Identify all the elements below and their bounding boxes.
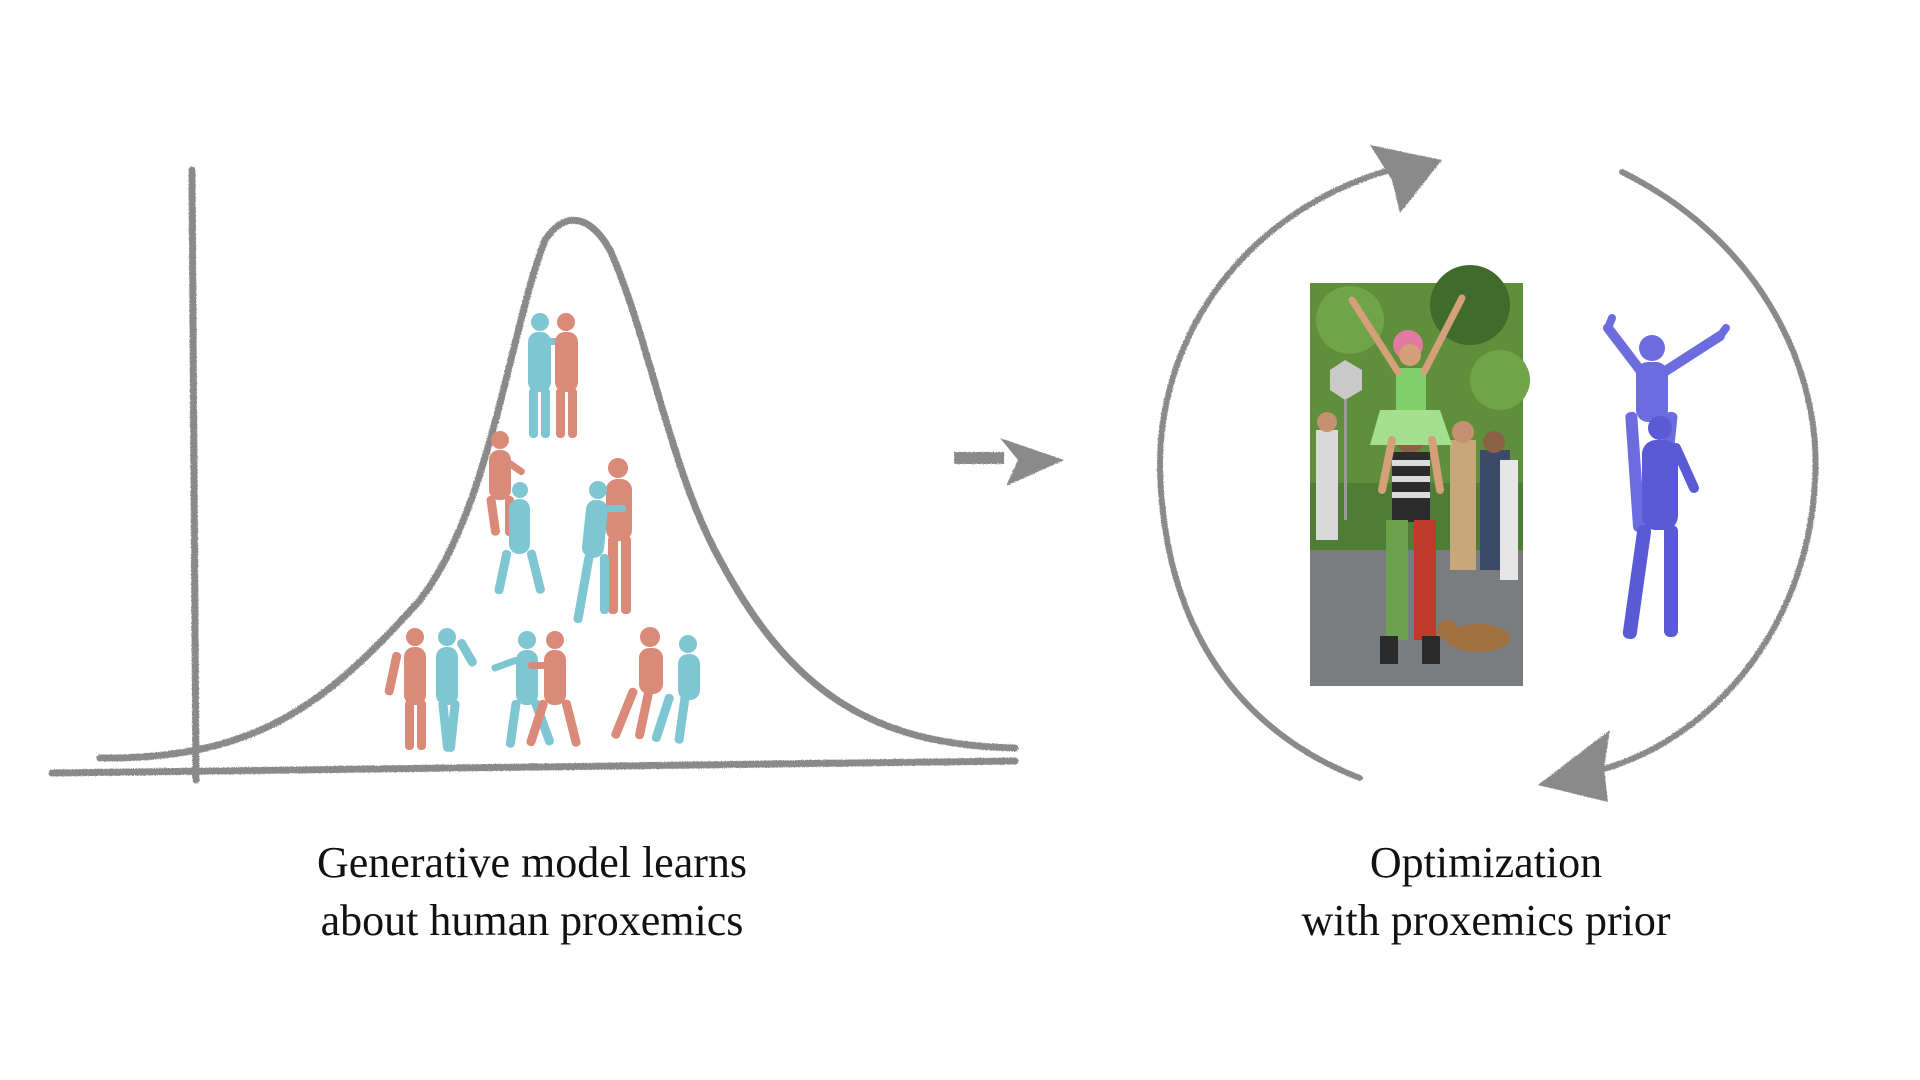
caption-right-line1: Optimization (1369, 838, 1603, 887)
caption-right-line2: with proxemics prior (1301, 896, 1671, 945)
caption-left-line1: Generative model learns (316, 838, 748, 887)
caption-generative-model: Generative model learns about human prox… (132, 834, 932, 950)
cycle-arrows-icon (1156, 145, 1819, 802)
cycle-arrowhead-bottom (1538, 730, 1610, 802)
cycle-arrowhead-top (1370, 145, 1442, 213)
cycle-arc-left (1156, 167, 1393, 781)
cycle-arc-right (1597, 169, 1819, 773)
gaussian-curve (96, 216, 1019, 762)
human-pair-bottom-left (384, 628, 477, 752)
y-axis (188, 166, 200, 784)
caption-optimization: Optimization with proxemics prior (1086, 834, 1886, 950)
caption-left-line2: about human proxemics (320, 896, 744, 945)
human-pair-middle-right (573, 458, 632, 624)
distribution-sketch (48, 166, 1019, 784)
input-photo (1310, 265, 1530, 686)
x-axis (48, 757, 1019, 777)
human-pair-bottom-middle (491, 631, 581, 748)
right-arrow-icon (954, 438, 1064, 486)
human-pair-middle-left (486, 431, 545, 595)
human-pairs-group (384, 313, 700, 752)
human-pair-hugging-top (528, 313, 578, 438)
human-pair-bottom-right (611, 627, 700, 744)
fitted-body-meshes (1603, 314, 1730, 640)
